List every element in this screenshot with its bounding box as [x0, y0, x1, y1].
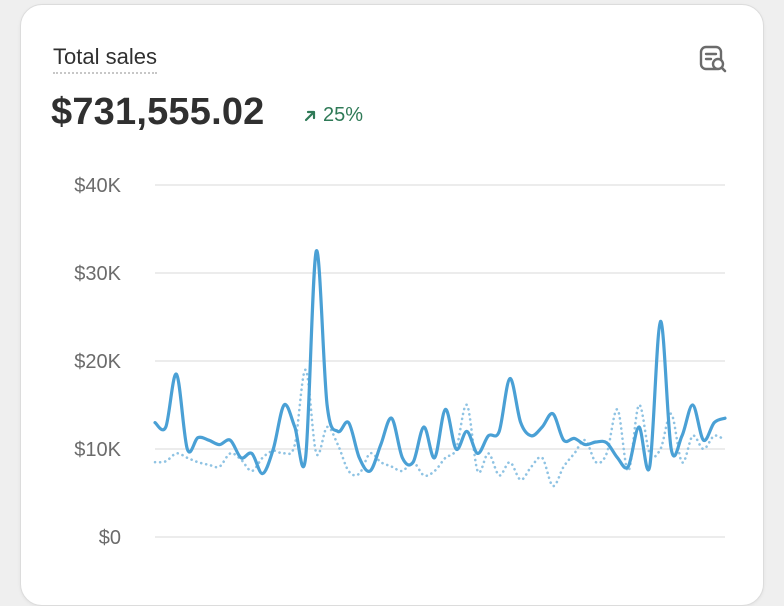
chart-y-axis: $40K $30K $20K $10K $0: [74, 175, 121, 549]
sales-line-chart: $40K $30K $20K $10K $0: [74, 175, 727, 549]
y-tick-label: $20K: [74, 351, 121, 373]
sales-change-indicator: 25%: [303, 104, 363, 127]
chart-gridlines: [155, 184, 725, 538]
comparison-period-line: [153, 368, 727, 488]
sales-change-percent: 25%: [323, 104, 364, 126]
arrow-up-right-icon: [304, 110, 316, 121]
chart-series: [153, 249, 727, 488]
y-tick-label: $40K: [74, 175, 121, 197]
y-tick-label: $0: [99, 527, 121, 549]
current-period-line: [153, 249, 727, 476]
total-sales-card: Total sales $731,555.02 25% $40K $30K $20K…: [20, 4, 764, 606]
card-title[interactable]: Total sales: [53, 45, 157, 74]
y-tick-label: $30K: [74, 263, 121, 285]
report-search-icon[interactable]: [697, 43, 729, 75]
y-tick-label: $10K: [74, 439, 121, 461]
total-sales-amount: $731,555.02: [51, 91, 265, 133]
